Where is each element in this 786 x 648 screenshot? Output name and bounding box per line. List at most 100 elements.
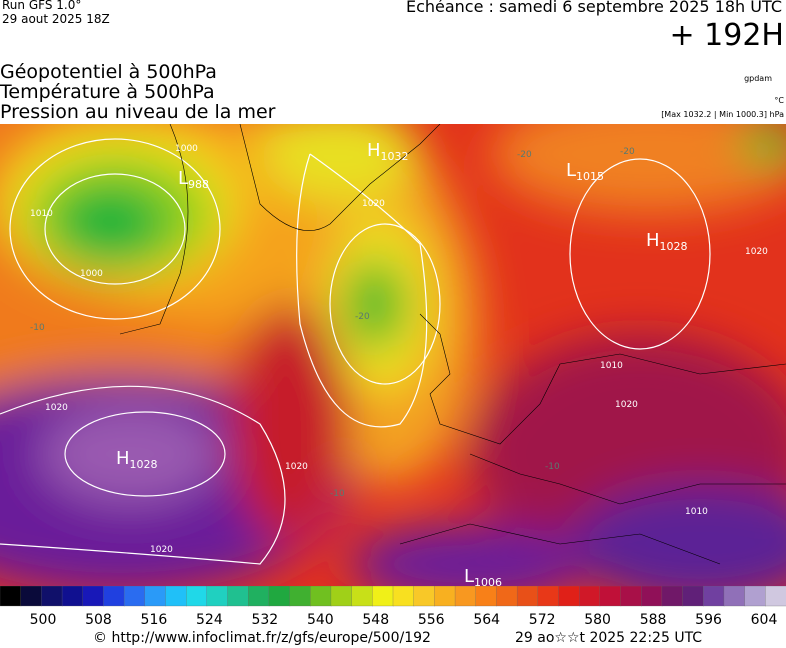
contour-label: 1010 [600,361,623,371]
colorbar-swatch [599,586,622,607]
center-kind: L [464,566,474,586]
valid-time: Echéance : samedi 6 septembre 2025 18h U… [405,0,782,16]
colorbar-tick-label: 532 [251,612,278,628]
contour-label: -20 [620,147,635,157]
source-url: © http://www.infoclimat.fr/z/gfs/europe/… [93,630,431,646]
colorbar-tick-label: 508 [85,612,112,628]
colorbar-swatch [661,586,684,607]
coastlines [119,124,786,565]
colorbar-tick-label: 580 [584,612,611,628]
colorbar-swatch [82,586,105,607]
colorbar-swatch [186,586,208,607]
colorbar-swatch [558,586,580,607]
unit: °C [774,96,784,105]
colorbar-swatch [516,586,539,607]
colorbar-swatch [123,586,146,607]
colorbar-tick-label: 524 [196,612,223,628]
colorbar-swatch [434,586,456,607]
contour-label: 1020 [615,400,638,410]
colorbar-swatch [537,586,560,607]
contour-label: 1020 [745,247,768,257]
contour-label: -20 [517,150,532,160]
field-shading [0,124,786,586]
colorbar-swatch [496,586,518,607]
contour-label: 1010 [30,209,53,219]
center-kind: L [566,160,576,181]
run: 29 aout 2025 18Z [2,12,110,26]
field: Température à 500hPa [0,81,215,103]
colorbar-tick-label: 548 [362,612,389,628]
colorbar-swatch [765,586,786,607]
pressure-center: H1028 [646,230,688,253]
unit: [Max 1032.2 | Min 1000.3] hPa [661,110,784,119]
pressure-center: L1015 [566,160,604,183]
center-value: 1032 [381,150,409,163]
colorbar-swatch [165,586,187,607]
colorbar-tick-label: 564 [473,612,500,628]
colorbar-swatch [413,586,436,607]
isobars [0,138,711,565]
colorbar-swatch [310,586,332,607]
colorbar-swatch [227,586,249,607]
center-kind: H [367,140,381,161]
contour-label: 1020 [150,545,173,555]
colorbar-tick-label: 540 [307,612,334,628]
center-value: 1015 [576,170,604,183]
contour-label: 1000 [175,144,198,154]
contour-label: 1020 [45,403,68,413]
contour-label: -10 [330,489,345,499]
colorbar-tick-label: 516 [141,612,168,628]
model: Run GFS 1.0° [2,0,82,12]
pressure-center: H1032 [367,140,409,163]
contour-label: 1000 [80,269,103,279]
pressure-center: L1006 [464,566,502,586]
generated-time: 29 ao☆☆t 2025 22:25 UTC [515,630,703,646]
colorbar-swatch [454,586,477,607]
center-value: 1028 [130,458,158,471]
colorbar-swatch [682,586,704,607]
colorbar-tick-label: 596 [695,612,722,628]
colorbar-tick-label: 604 [751,612,778,628]
colorbar-swatch [723,586,746,607]
colorbar-swatch [703,586,725,607]
pressure-center: L988 [178,168,209,191]
contour-label: 1010 [685,507,708,517]
field: Géopotentiel à 500hPa [0,61,217,83]
colorbar-swatch [268,586,291,607]
lead-time: + 192H [669,18,785,53]
colorbar-swatch [289,586,311,607]
colorbar-swatch [330,586,353,607]
colorbar-swatch [620,586,642,607]
colorbar-swatch [248,586,270,607]
contour-label: -10 [545,462,560,472]
colorbar-tick-label: 572 [529,612,556,628]
unit: gpdam [744,74,772,83]
colorbar-swatch [475,586,498,607]
colorbar-tick-label: 500 [30,612,57,628]
contour-label: 1020 [362,199,385,209]
contour-label: -10 [30,323,45,333]
colorbar-swatch [744,586,766,607]
center-kind: H [116,448,130,469]
colorbar-swatch [206,586,229,607]
colorbar-tick-label: 588 [640,612,667,628]
center-value: 1006 [474,576,502,586]
colorbar-swatch [392,586,415,607]
center-kind: H [646,230,660,251]
colorbar-swatch [41,586,63,607]
pressure-center: H1028 [116,448,158,471]
colorbar-swatch [103,586,125,607]
colorbar: 500 508 516 524 532 540 548 556 564 572 580 588 596 6… [0,586,786,628]
colorbar-swatch [61,586,84,607]
contour-label: 1020 [285,462,308,472]
colorbar-swatch [20,586,43,607]
center-value: 988 [188,178,209,191]
contour-labels: 1000 1010 1000 1020 1020 1020 1020 1010 1020 1020… [30,144,768,555]
center-value: 1028 [660,240,688,253]
center-kind: L [178,168,188,189]
colorbar-swatch [144,586,167,607]
field: Pression au niveau de la mer [0,101,276,123]
